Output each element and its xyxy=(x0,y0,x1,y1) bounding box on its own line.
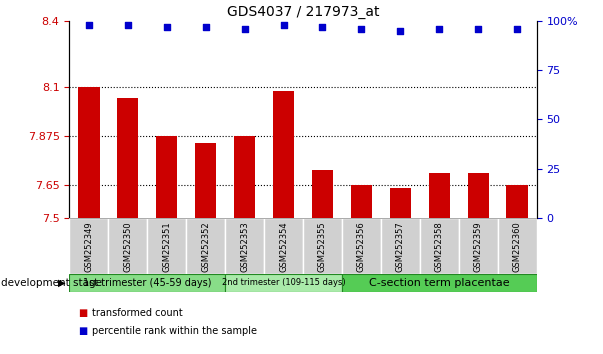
Point xyxy=(123,22,133,28)
Bar xyxy=(459,218,497,274)
Bar xyxy=(264,218,303,274)
Bar xyxy=(420,218,459,274)
Bar xyxy=(69,274,225,292)
Bar xyxy=(342,274,537,292)
Text: GSM252353: GSM252353 xyxy=(240,222,249,273)
Bar xyxy=(147,218,186,274)
Bar xyxy=(351,185,372,218)
Title: GDS4037 / 217973_at: GDS4037 / 217973_at xyxy=(227,5,379,19)
Point xyxy=(279,22,288,28)
Point xyxy=(240,26,250,32)
Point xyxy=(435,26,444,32)
Text: percentile rank within the sample: percentile rank within the sample xyxy=(92,326,257,336)
Bar xyxy=(507,185,528,218)
Point xyxy=(84,22,93,28)
Bar xyxy=(225,218,264,274)
Bar xyxy=(117,98,139,218)
Bar xyxy=(497,218,537,274)
Bar xyxy=(69,218,109,274)
Text: development stage: development stage xyxy=(1,278,102,288)
Text: 2nd trimester (109-115 days): 2nd trimester (109-115 days) xyxy=(222,278,346,287)
Text: GSM252352: GSM252352 xyxy=(201,222,210,272)
Point xyxy=(473,26,483,32)
Bar xyxy=(186,218,225,274)
Point xyxy=(318,24,327,30)
Text: ▶: ▶ xyxy=(58,278,65,288)
Text: GSM252359: GSM252359 xyxy=(474,222,483,272)
Text: GSM252355: GSM252355 xyxy=(318,222,327,272)
Bar xyxy=(342,218,381,274)
Bar xyxy=(467,173,489,218)
Text: GSM252354: GSM252354 xyxy=(279,222,288,272)
Text: GSM252351: GSM252351 xyxy=(162,222,171,272)
Point xyxy=(396,28,405,34)
Bar xyxy=(312,170,333,218)
Text: ■: ■ xyxy=(78,308,87,318)
Bar xyxy=(381,218,420,274)
Text: GSM252356: GSM252356 xyxy=(357,222,366,273)
Bar xyxy=(156,136,177,218)
Bar xyxy=(195,143,216,218)
Bar xyxy=(390,188,411,218)
Point xyxy=(513,26,522,32)
Text: ■: ■ xyxy=(78,326,87,336)
Text: GSM252350: GSM252350 xyxy=(123,222,132,272)
Text: GSM252349: GSM252349 xyxy=(84,222,93,272)
Text: GSM252360: GSM252360 xyxy=(513,222,522,273)
Text: GSM252358: GSM252358 xyxy=(435,222,444,273)
Bar xyxy=(429,173,450,218)
Point xyxy=(201,24,210,30)
Text: C-section term placentae: C-section term placentae xyxy=(369,278,510,288)
Bar xyxy=(225,274,342,292)
Point xyxy=(356,26,366,32)
Point xyxy=(162,24,171,30)
Bar xyxy=(234,136,255,218)
Text: GSM252357: GSM252357 xyxy=(396,222,405,273)
Bar xyxy=(109,218,147,274)
Text: transformed count: transformed count xyxy=(92,308,182,318)
Bar xyxy=(303,218,342,274)
Bar xyxy=(273,91,294,218)
Text: 1st trimester (45-59 days): 1st trimester (45-59 days) xyxy=(83,278,212,288)
Bar xyxy=(78,87,99,218)
